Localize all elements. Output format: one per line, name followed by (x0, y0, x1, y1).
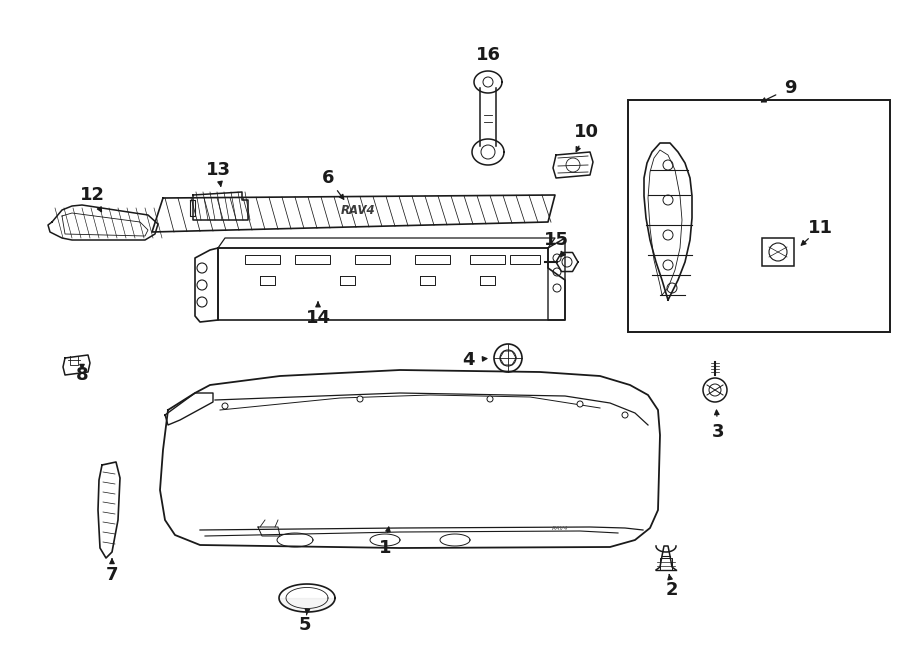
Circle shape (357, 396, 363, 402)
Text: 7: 7 (106, 566, 118, 584)
Bar (245, 255, 280, 264)
Circle shape (487, 396, 493, 402)
Text: 6: 6 (322, 169, 334, 187)
Text: 16: 16 (475, 46, 500, 64)
Text: 10: 10 (573, 123, 598, 141)
Text: 14: 14 (305, 309, 330, 327)
Text: 2: 2 (666, 581, 679, 599)
Bar (510, 255, 540, 264)
Bar (295, 255, 330, 264)
Text: 11: 11 (807, 219, 833, 237)
Text: 5: 5 (299, 616, 311, 634)
Text: 4: 4 (462, 351, 474, 369)
Bar (355, 255, 390, 264)
Text: 8: 8 (76, 366, 88, 384)
Text: 9: 9 (784, 79, 796, 97)
Text: 3: 3 (712, 423, 724, 441)
Text: RAV4: RAV4 (341, 204, 375, 217)
Text: 15: 15 (544, 231, 569, 249)
Text: 13: 13 (205, 161, 230, 179)
Text: 12: 12 (79, 186, 104, 204)
Bar (628, 100, 890, 332)
Circle shape (222, 403, 228, 409)
Circle shape (577, 401, 583, 407)
Text: RAV4: RAV4 (552, 527, 568, 531)
Bar (762, 238, 794, 266)
Bar (470, 255, 505, 264)
Text: 1: 1 (379, 539, 392, 557)
Bar (415, 255, 450, 264)
Circle shape (622, 412, 628, 418)
